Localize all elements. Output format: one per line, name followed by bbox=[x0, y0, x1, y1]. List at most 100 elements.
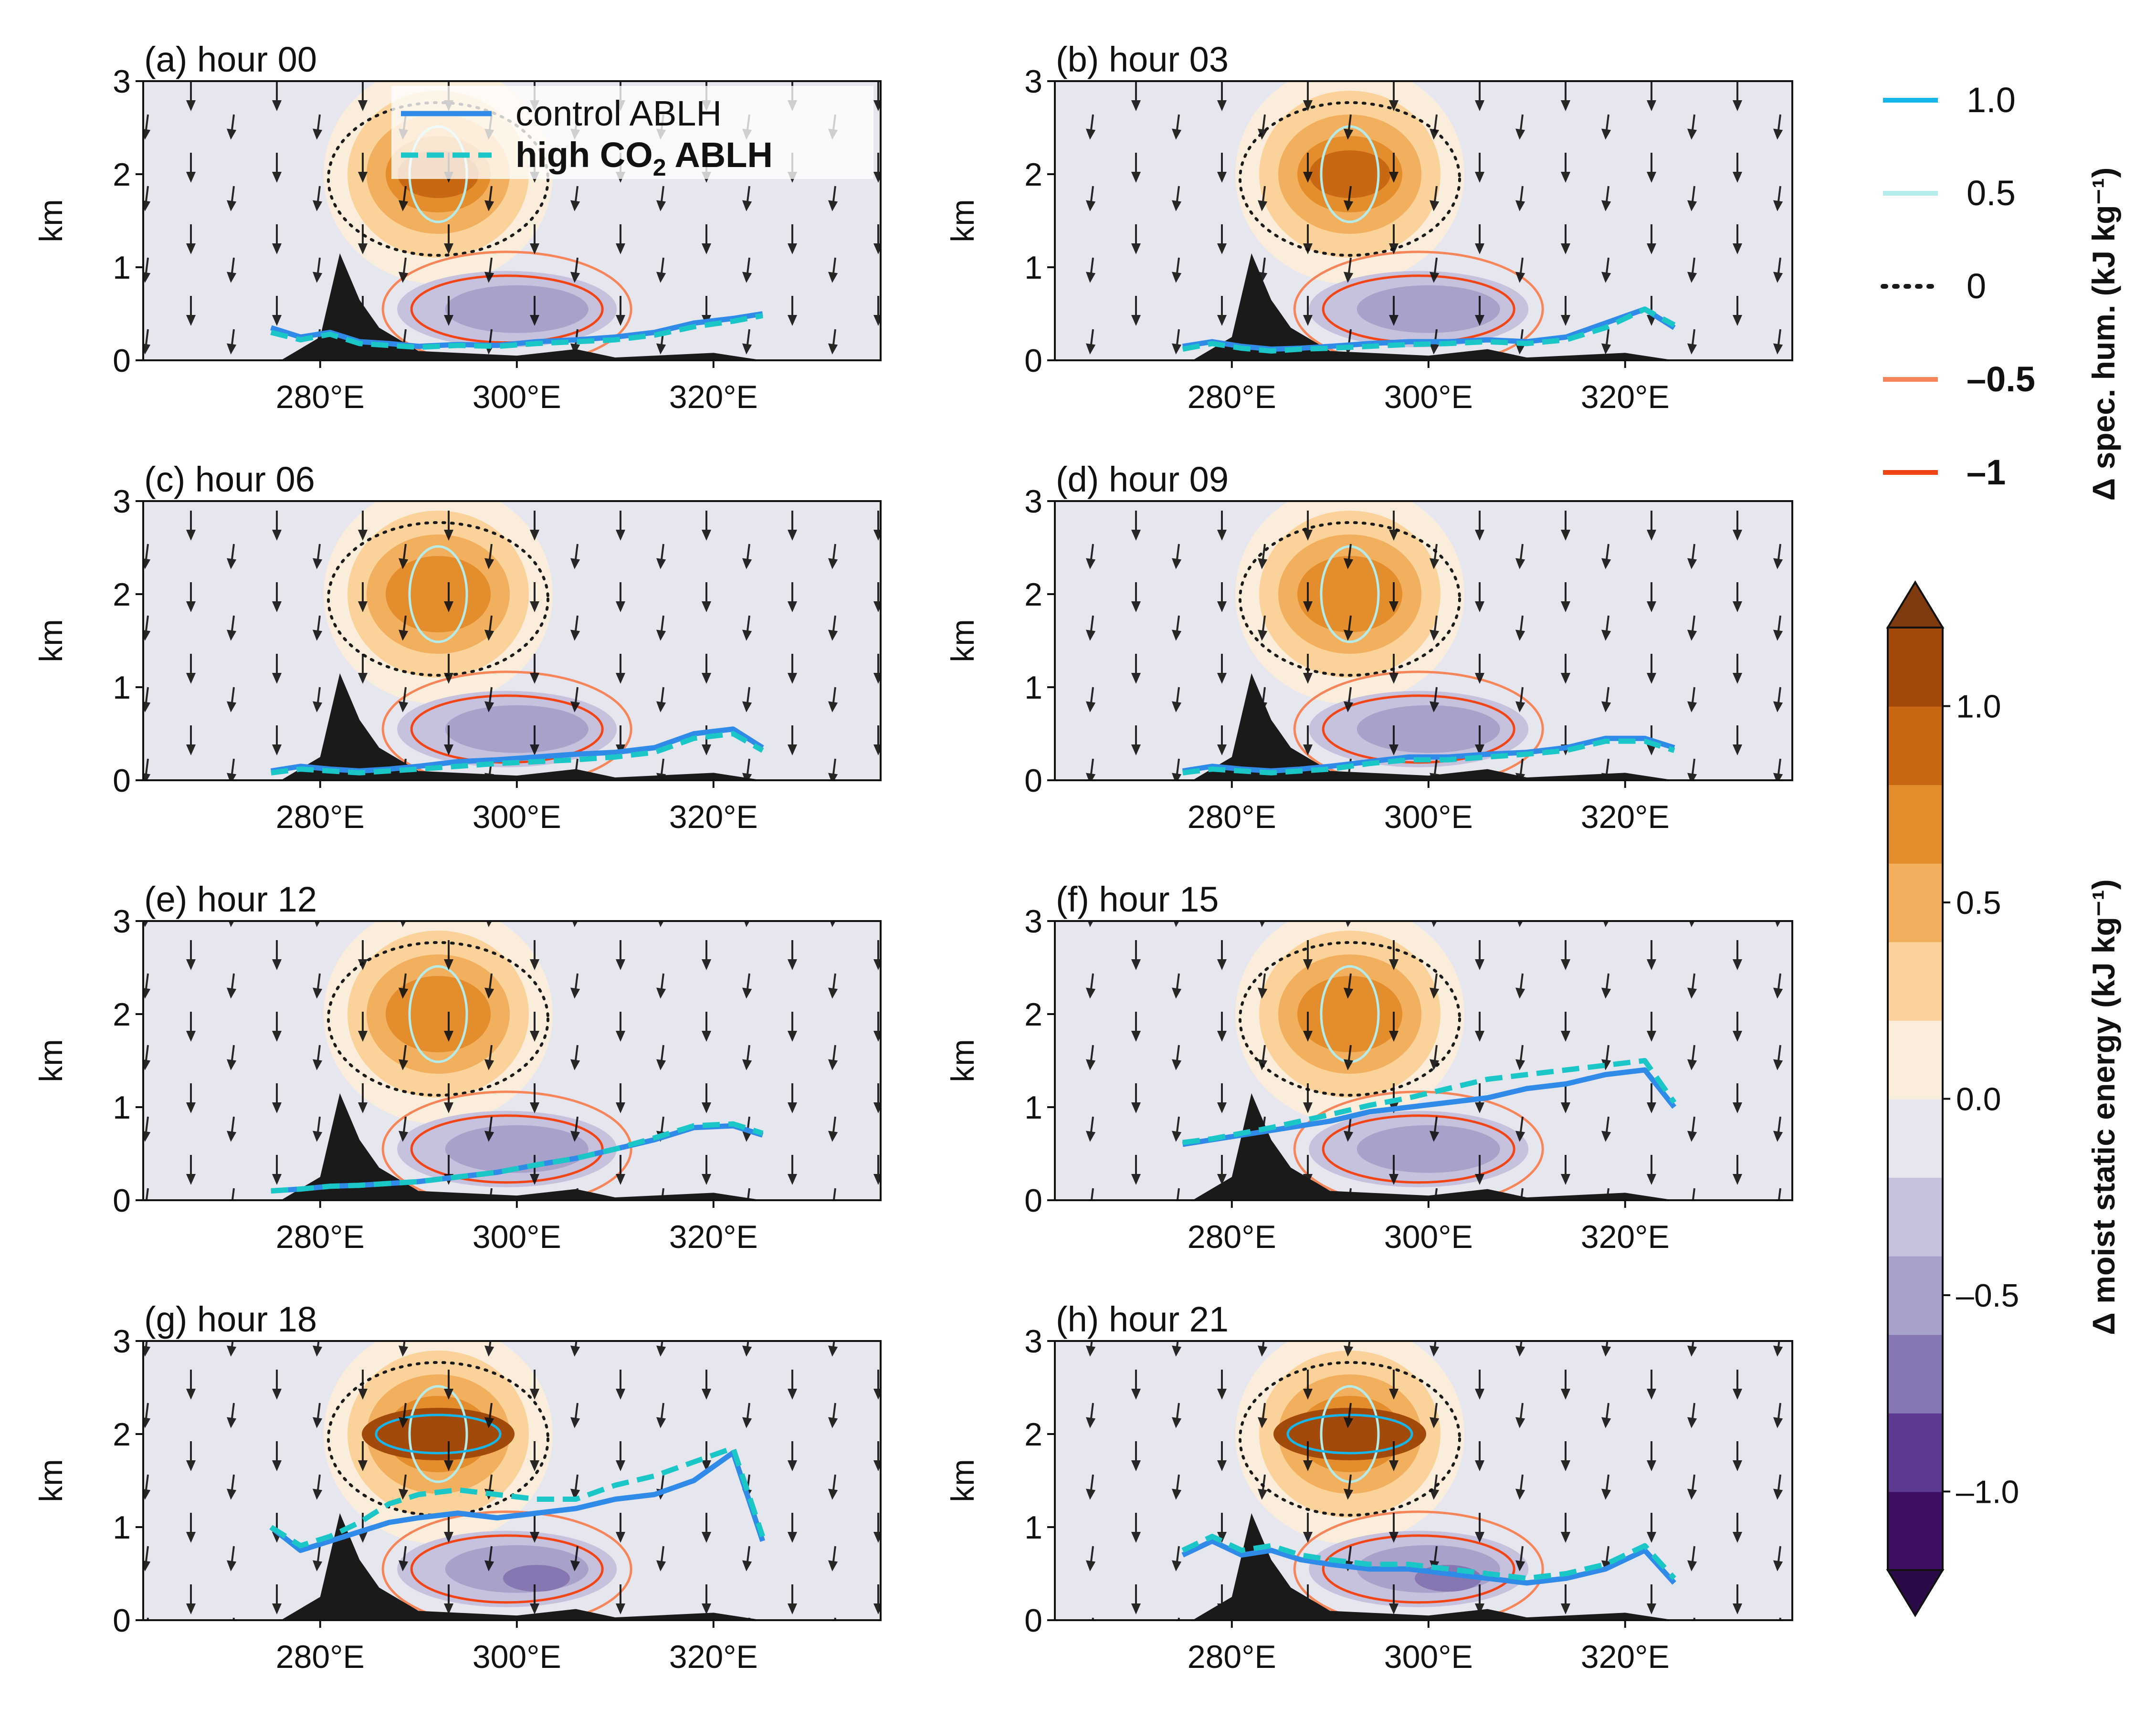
panel-7: 0 1 2 3 280°E 300°E 320°E km (h) hour 21 bbox=[945, 1299, 1793, 1675]
wind-vectors bbox=[143, 1341, 881, 1620]
panel-body bbox=[1055, 81, 1792, 360]
y-tick-label: 1 bbox=[1024, 1089, 1042, 1126]
ablh-high-co2-line bbox=[271, 731, 764, 775]
y-axis-label: km bbox=[945, 1039, 981, 1082]
y-tick-label: 1 bbox=[113, 670, 131, 706]
panel-title: (a) hour 00 bbox=[144, 40, 317, 79]
humidity-legend-label: 0 bbox=[1967, 266, 1986, 306]
ablh-control-line bbox=[1182, 1067, 1677, 1147]
x-tick-label: 280°E bbox=[1188, 1219, 1276, 1255]
panel-1: 0 1 2 3 280°E 300°E 320°E km (b) hour 03 bbox=[945, 40, 1793, 415]
legend-box bbox=[391, 86, 873, 179]
panel-body bbox=[1055, 921, 1792, 1200]
x-tick-label: 300°E bbox=[473, 799, 561, 835]
panel-frame bbox=[142, 80, 882, 361]
panel-2: 0 1 2 3 280°E 300°E 320°E km (c) hour 06 bbox=[33, 460, 882, 835]
ablh-high-co2-line bbox=[1181, 1534, 1676, 1581]
ablh-high-co2-line bbox=[271, 1121, 764, 1194]
wind-vectors bbox=[1055, 501, 1792, 780]
humidity-legend-label: –1 bbox=[1967, 452, 2006, 492]
x-tick-label: 300°E bbox=[473, 1219, 561, 1255]
topography bbox=[1055, 673, 1792, 780]
panel-frame bbox=[1054, 500, 1793, 781]
colorbar-segment bbox=[1888, 706, 1943, 786]
y-tick-label: 1 bbox=[113, 1509, 131, 1546]
panel-frame bbox=[1054, 1340, 1793, 1621]
colorbar: –1.0 –0.5 0.0 0.5 1.0 bbox=[1886, 580, 2019, 1617]
y-tick-label: 3 bbox=[113, 903, 131, 940]
topography bbox=[1055, 1093, 1792, 1200]
panel-title: (d) hour 09 bbox=[1056, 460, 1229, 499]
y-tick-label: 2 bbox=[1024, 576, 1042, 613]
x-tick-label: 280°E bbox=[276, 1219, 365, 1255]
ablh-control-line bbox=[1182, 306, 1676, 352]
colorbar-segment bbox=[1888, 863, 1943, 943]
y-tick-label: 1 bbox=[113, 250, 131, 286]
panel-4: 0 1 2 3 280°E 300°E 320°E km (e) hour 12 bbox=[33, 880, 882, 1255]
colorbar-tick-label: –0.5 bbox=[1956, 1278, 2019, 1314]
y-tick-label: 2 bbox=[1024, 1416, 1042, 1453]
panel-body bbox=[1055, 1341, 1792, 1620]
y-tick-label: 2 bbox=[113, 996, 131, 1033]
topography bbox=[143, 1093, 881, 1200]
topography bbox=[1055, 253, 1792, 360]
colorbar-segment bbox=[1888, 1491, 1943, 1571]
y-tick-label: 1 bbox=[113, 1089, 131, 1126]
wind-vectors bbox=[1055, 81, 1792, 360]
x-tick-label: 320°E bbox=[1581, 1639, 1670, 1675]
x-tick-label: 280°E bbox=[1188, 1639, 1276, 1675]
y-axis-label: km bbox=[33, 199, 69, 242]
x-tick-label: 280°E bbox=[276, 799, 365, 835]
colorbar-segment bbox=[1888, 1099, 1943, 1178]
y-tick-label: 3 bbox=[1024, 1323, 1042, 1360]
y-tick-label: 1 bbox=[1024, 250, 1042, 286]
y-tick-label: 2 bbox=[113, 157, 131, 193]
colorbar-segment bbox=[1888, 942, 1943, 1021]
x-tick-label: 300°E bbox=[1384, 379, 1473, 415]
x-tick-label: 320°E bbox=[669, 379, 758, 415]
y-tick-label: 0 bbox=[1024, 343, 1042, 379]
colorbar-segment bbox=[1888, 1256, 1943, 1335]
x-tick-label: 300°E bbox=[1384, 1219, 1473, 1255]
colorbar-title: Δ moist static energy (kJ kg⁻¹) bbox=[2086, 879, 2121, 1335]
y-tick-label: 0 bbox=[1024, 763, 1042, 799]
humidity-legend-title: Δ spec. hum. (kJ kg⁻¹) bbox=[2086, 168, 2121, 501]
panel-title: (c) hour 06 bbox=[144, 460, 315, 499]
x-tick-label: 300°E bbox=[473, 1639, 561, 1675]
panel-frame bbox=[142, 920, 882, 1201]
x-tick-label: 320°E bbox=[669, 1219, 758, 1255]
y-tick-label: 2 bbox=[113, 1416, 131, 1453]
colorbar-tick-label: 0.5 bbox=[1956, 885, 2001, 921]
y-tick-label: 0 bbox=[113, 763, 131, 799]
colorbar-tick-label: 1.0 bbox=[1956, 689, 2001, 725]
x-tick-label: 320°E bbox=[1581, 799, 1670, 835]
wind-vectors bbox=[1055, 921, 1792, 1200]
topography bbox=[143, 1513, 881, 1620]
y-tick-label: 3 bbox=[113, 63, 131, 100]
x-tick-label: 320°E bbox=[669, 799, 758, 835]
colorbar-segment bbox=[1888, 1177, 1943, 1257]
y-tick-label: 3 bbox=[113, 483, 131, 520]
colorbar-segment bbox=[1888, 628, 1943, 707]
y-tick-label: 3 bbox=[1024, 483, 1042, 520]
ablh-control-line bbox=[269, 1450, 766, 1553]
panels-group: 0 1 2 3 280°E 300°E 320°E km (a) hour 00 control … bbox=[33, 40, 1793, 1675]
y-tick-label: 2 bbox=[1024, 996, 1042, 1033]
panel-frame bbox=[1054, 80, 1793, 361]
x-tick-label: 300°E bbox=[473, 379, 561, 415]
panel-title: (g) hour 18 bbox=[144, 1299, 317, 1339]
topography bbox=[143, 673, 881, 780]
panel-body bbox=[1055, 501, 1792, 780]
colorbar-under-extension bbox=[1886, 1569, 1945, 1617]
colorbar-over-extension bbox=[1886, 580, 1945, 629]
colorbar-tick-label: 0.0 bbox=[1956, 1081, 2001, 1118]
panel-frame bbox=[142, 1340, 882, 1621]
colorbar-segment bbox=[1888, 785, 1943, 864]
colorbar-segment bbox=[1888, 1020, 1943, 1100]
y-tick-label: 1 bbox=[1024, 1509, 1042, 1546]
humidity-legend-label: 0.5 bbox=[1967, 173, 2016, 213]
wind-vectors bbox=[143, 921, 881, 1200]
x-tick-label: 280°E bbox=[1188, 799, 1276, 835]
